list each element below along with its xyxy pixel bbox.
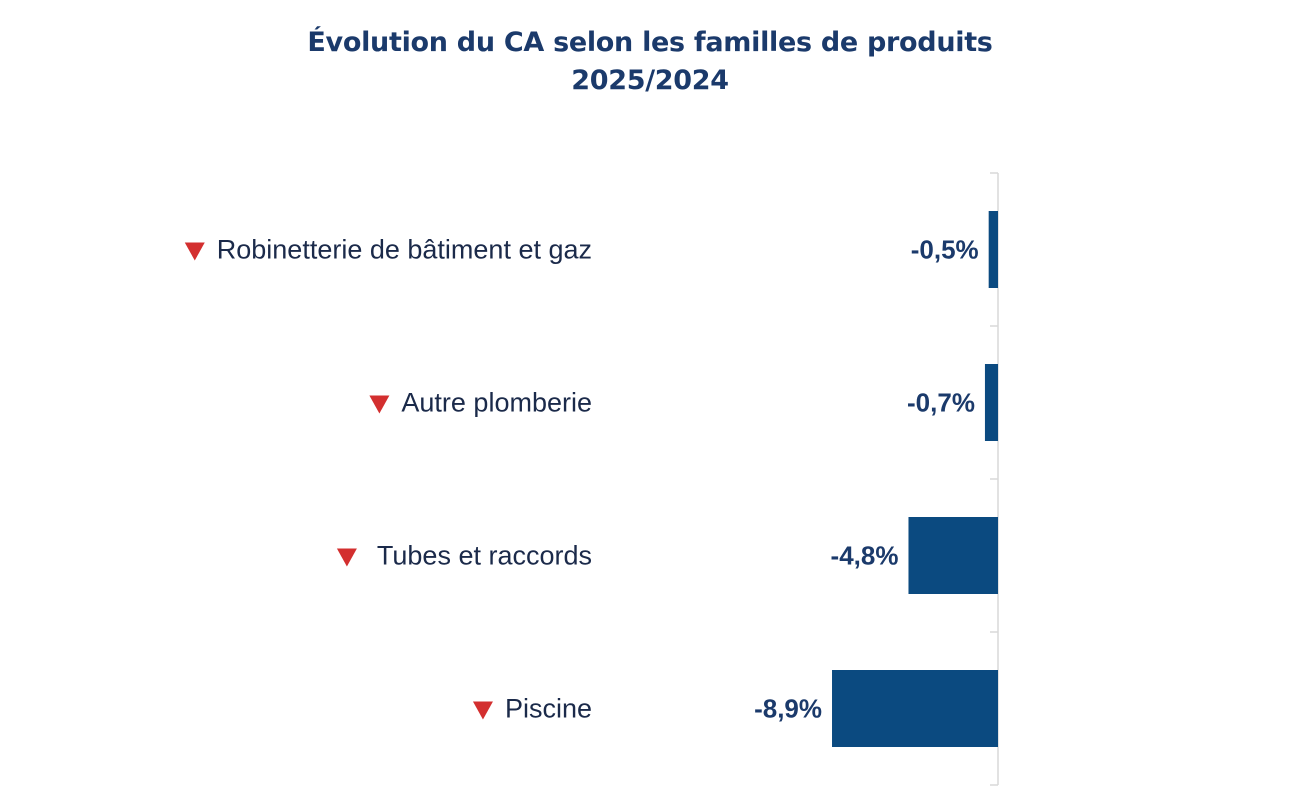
data-label: -4,8% (831, 541, 899, 571)
data-label: -0,5% (911, 235, 979, 265)
down-triangle-icon (472, 701, 493, 720)
labels-layer: -0,5% Robinetterie de bâtiment et gaz -0,7… (184, 235, 979, 724)
chart-title-main: Évolution du CA selon les familles de pr… (307, 27, 993, 58)
category-label: Piscine (505, 694, 592, 724)
chart-subtitle: 2025/2024 (571, 65, 729, 96)
down-triangle-icon (336, 548, 357, 567)
category-label: Tubes et raccords (377, 541, 592, 571)
bars-layer (832, 211, 998, 747)
category-label: Autre plomberie (401, 388, 592, 418)
data-label: -8,9% (754, 694, 822, 724)
down-triangle-icon (369, 395, 390, 414)
down-triangle-icon (184, 242, 205, 261)
bar (988, 211, 998, 288)
bar (908, 517, 998, 594)
bar (984, 364, 998, 441)
category-label: Robinetterie de bâtiment et gaz (217, 235, 592, 265)
data-label: -0,7% (907, 388, 975, 418)
chart-title: Évolution du CA selon les familles de pr… (0, 24, 1300, 100)
bar (832, 670, 998, 747)
